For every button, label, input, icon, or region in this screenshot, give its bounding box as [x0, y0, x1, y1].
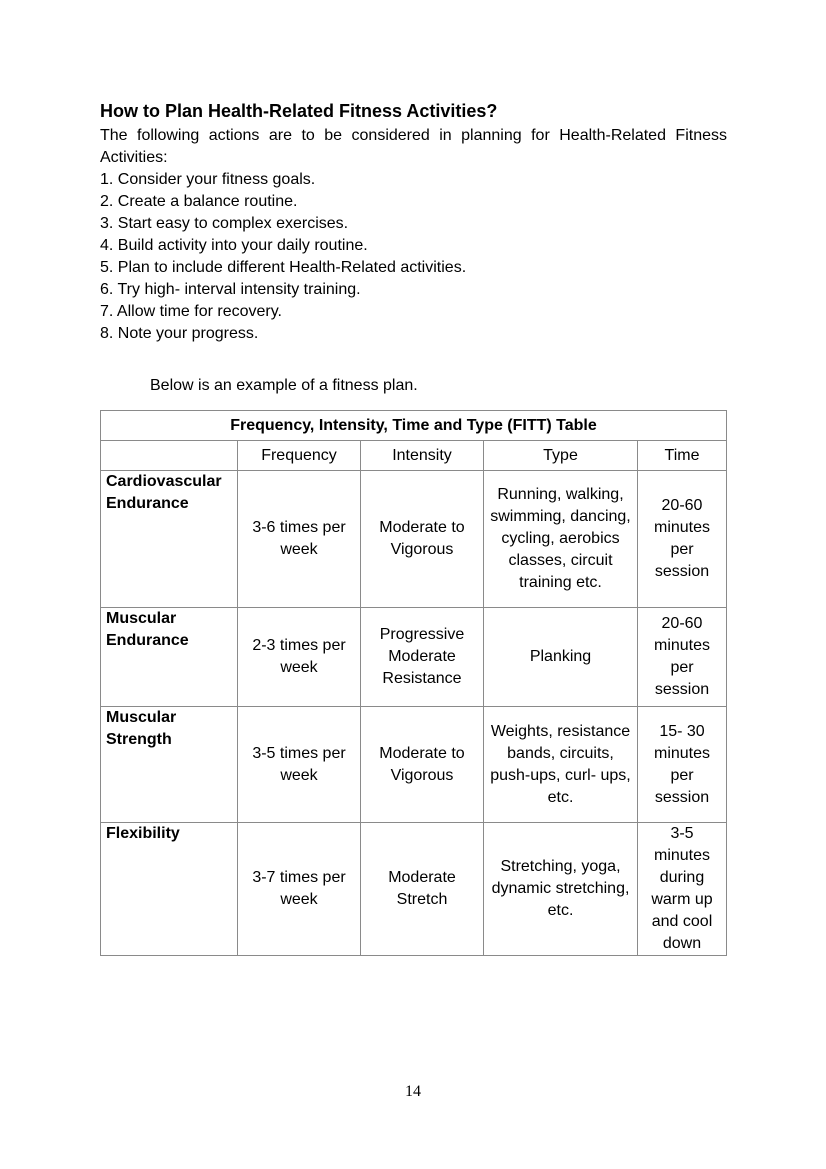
- table-cell: 20-60 minutes per session: [637, 470, 727, 608]
- row-header: Cardiovascular Endurance: [100, 470, 238, 608]
- below-text: Below is an example of a fitness plan.: [150, 377, 418, 394]
- table-title: Frequency, Intensity, Time and Type (FIT…: [100, 410, 727, 441]
- table-cell: Moderate Stretch: [360, 822, 484, 956]
- list-item: 2. Create a balance routine.: [100, 193, 298, 210]
- table-cell: Running, walking, swimming, dancing, cyc…: [483, 470, 638, 608]
- intro-paragraph: The following actions are to be consider…: [100, 127, 727, 166]
- table-cell: Progressive Moderate Resistance: [360, 607, 484, 707]
- table-header-row: Frequency Intensity Type Time: [100, 440, 727, 471]
- table-cell: Stretching, yoga, dynamic stretching, et…: [483, 822, 638, 956]
- table-row: Flexibility 3-7 times per week Moderate …: [100, 822, 727, 956]
- column-header: Time: [637, 440, 727, 471]
- column-header: Frequency: [237, 440, 361, 471]
- row-header: Flexibility: [100, 822, 238, 956]
- table-cell: 2-3 times per week: [237, 607, 361, 707]
- table-cell: 3-6 times per week: [237, 470, 361, 608]
- list-item: 4. Build activity into your daily routin…: [100, 237, 368, 254]
- table-row: Muscular Strength 3-5 times per week Mod…: [100, 706, 727, 823]
- list-item: 6. Try high- interval intensity training…: [100, 281, 361, 298]
- column-header: Intensity: [360, 440, 484, 471]
- page-heading: How to Plan Health-Related Fitness Activ…: [100, 101, 498, 121]
- planning-steps-list: 1. Consider your fitness goals. 2. Creat…: [100, 169, 466, 345]
- table-cell: Weights, resistance bands, circuits, pus…: [483, 706, 638, 823]
- table-cell: Moderate to Vigorous: [360, 706, 484, 823]
- row-header: Muscular Endurance: [100, 607, 238, 707]
- table-cell: 3-5 minutes during warm up and cool down: [637, 822, 727, 956]
- table-row: Cardiovascular Endurance 3-6 times per w…: [100, 470, 727, 608]
- list-item: 1. Consider your fitness goals.: [100, 171, 316, 188]
- page-number: 14: [405, 1083, 421, 1100]
- list-item: 8. Note your progress.: [100, 325, 259, 342]
- table-cell: Moderate to Vigorous: [360, 470, 484, 608]
- table-cell: Planking: [483, 607, 638, 707]
- table-row: Muscular Endurance 2-3 times per week Pr…: [100, 607, 727, 707]
- list-item: 5. Plan to include different Health-Rela…: [100, 259, 467, 276]
- list-item: 3. Start easy to complex exercises.: [100, 215, 349, 232]
- column-header: Type: [483, 440, 638, 471]
- fitt-table: Frequency, Intensity, Time and Type (FIT…: [100, 410, 727, 956]
- table-cell: 15- 30 minutes per session: [637, 706, 727, 823]
- list-item: 7. Allow time for recovery.: [100, 303, 282, 320]
- table-cell: 20-60 minutes per session: [637, 607, 727, 707]
- table-cell: 3-7 times per week: [237, 822, 361, 956]
- row-header: Muscular Strength: [100, 706, 238, 823]
- column-header: [100, 440, 238, 471]
- table-cell: 3-5 times per week: [237, 706, 361, 823]
